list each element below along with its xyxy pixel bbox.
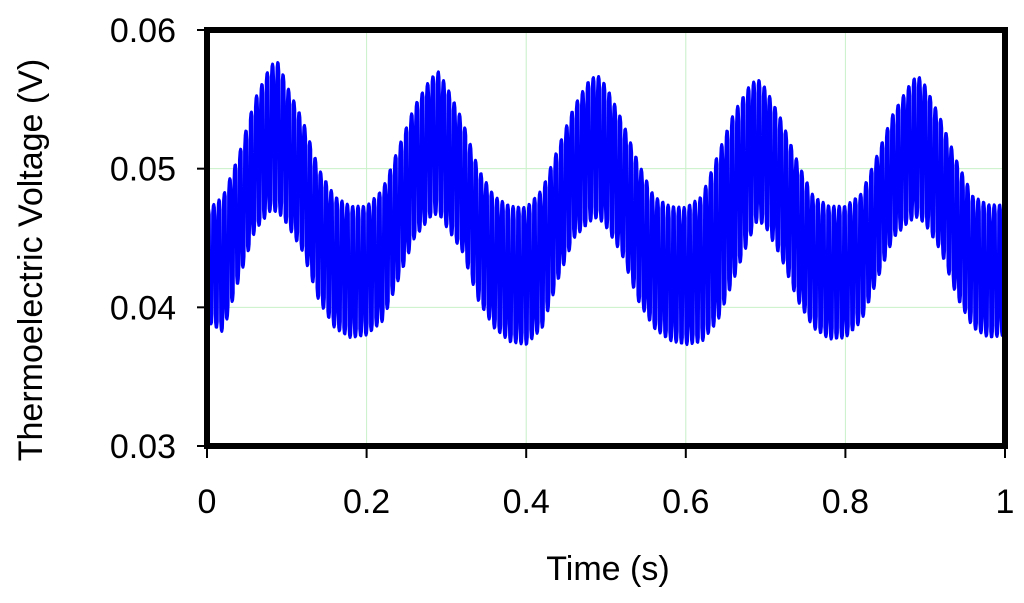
plot-area (205, 61, 1007, 347)
voltage-signal-series (205, 61, 1007, 347)
x-tick-label: 0.6 (662, 483, 709, 521)
x-tick-label: 1 (996, 483, 1015, 521)
x-tick-label: 0 (198, 483, 217, 521)
x-tick-label: 0.8 (822, 483, 869, 521)
y-tick-label: 0.03 (110, 428, 176, 466)
axis-ticks (197, 29, 1006, 458)
y-tick-label: 0.06 (110, 12, 176, 50)
plot-frame (204, 27, 1008, 449)
x-axis-title: Time (s) (546, 550, 669, 588)
y-axis-title: Thermoelectric Voltage (V) (12, 59, 50, 462)
y-tick-label: 0.05 (110, 151, 176, 189)
x-tick-labels: 0 0.2 0.4 0.6 0.8 1 (198, 483, 1015, 521)
y-tick-label: 0.04 (110, 289, 176, 327)
x-tick-label: 0.4 (503, 483, 550, 521)
y-tick-labels: 0.03 0.04 0.05 0.06 (110, 12, 176, 466)
x-tick-label: 0.2 (343, 483, 390, 521)
